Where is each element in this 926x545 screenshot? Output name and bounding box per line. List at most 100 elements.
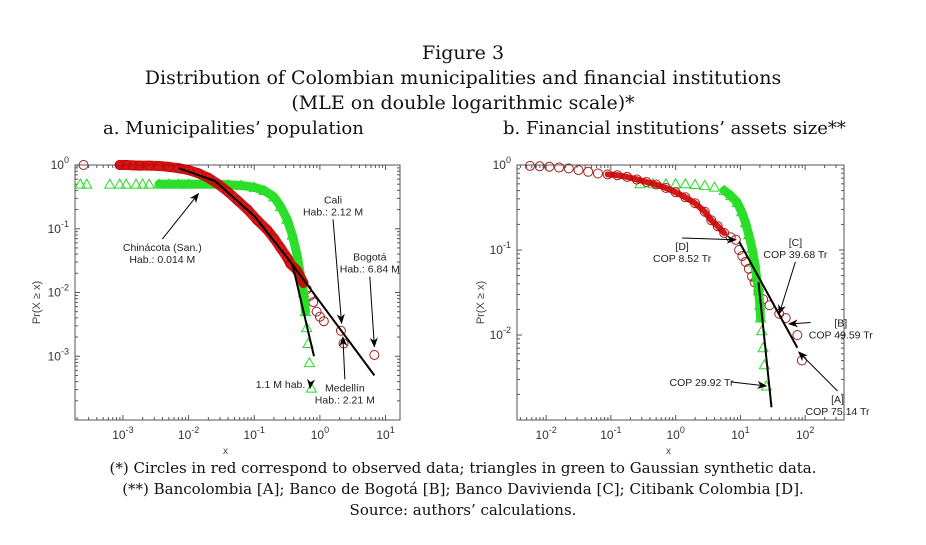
x-tick-label: 10-2 (535, 425, 556, 442)
synthetic-data-point (113, 178, 126, 189)
x-tick-label: 10-2 (178, 425, 199, 442)
annotation-label: COP 49.59 Tr (809, 330, 874, 342)
mle-fit-line (178, 167, 376, 376)
observed-data-point (78, 160, 89, 170)
observed-data-point (554, 162, 565, 173)
x-tick-label: 100 (311, 425, 329, 442)
annotation: [A]COP 75.14 Tr (797, 351, 871, 418)
synthetic-data-point (708, 181, 721, 192)
observed-data-point (725, 232, 736, 243)
annotation-label: Chinácota (San.) (123, 242, 202, 254)
x-tick-label: 10-3 (112, 425, 133, 442)
synthetic-data-point (679, 177, 692, 189)
y-tick-label: 10-1 (490, 240, 511, 257)
annotation: [B]COP 49.59 Tr (787, 318, 874, 342)
synthetic-data-point (698, 179, 711, 190)
x-tick-label: 10-1 (244, 425, 265, 442)
figure-subtitle: (MLE on double logarithmic scale)* (291, 92, 635, 114)
annotation-arrow (332, 219, 345, 325)
annotation-label: Hab.: 6.84 M (340, 264, 400, 276)
synthetic-data-point (669, 177, 682, 189)
observed-data-point (796, 355, 807, 366)
footnote-markers: (*) Circles in red correspond to observe… (109, 459, 817, 477)
y-tick-label: 100 (493, 155, 511, 172)
annotation-label: Cali (324, 194, 342, 206)
annotation-label: Hab.: 2.21 M (315, 394, 375, 406)
annotation: [D]COP 8.52 Tr (653, 235, 737, 265)
observed-data-point (573, 165, 584, 176)
annotation-label: 1.1 M hab. (256, 379, 306, 391)
synthetic-density-band (719, 186, 765, 323)
annotation: Chinácota (San.)Hab.: 0.014 M (123, 192, 202, 266)
y-tick-label: 10-1 (48, 219, 69, 236)
synthetic-data-point (103, 178, 116, 189)
annotation: 1.1 M hab. (256, 378, 316, 391)
synthetic-data-point (755, 324, 768, 336)
annotation-label: Medellín (325, 382, 365, 394)
observed-data-point (792, 330, 803, 340)
synthetic-data-point (120, 178, 133, 189)
annotation-label: COP 39.68 Tr (763, 249, 828, 261)
observed-data-point (712, 221, 723, 232)
annotation-label: [B] (834, 318, 847, 330)
x-tick-label: 102 (796, 425, 814, 442)
annotation-arrow (731, 380, 768, 389)
annotation-label: [D] (675, 241, 689, 253)
annotation-label: COP 75.14 Tr (806, 406, 871, 418)
annotation-label: Bogotá (353, 252, 386, 264)
annotation-arrow (369, 276, 378, 348)
y-tick-label: 10-3 (48, 346, 69, 363)
y-axis-label: Pr(X ≥ x) (475, 281, 487, 324)
figure-number: Figure 3 (421, 42, 505, 64)
annotation-label: COP 29.92 Tr (670, 377, 735, 389)
footnote-banks: (**) Bancolombia [A]; Banco de Bogotá [B… (122, 480, 804, 498)
mle-fit-line (757, 282, 773, 408)
x-tick-label: 101 (376, 425, 394, 442)
synthetic-data-point (689, 178, 701, 190)
y-tick-label: 10-2 (490, 325, 511, 342)
observed-data-point (335, 325, 346, 336)
observed-data-point (318, 316, 329, 327)
annotation-label: [C] (789, 237, 803, 249)
annotation-label: COP 8.52 Tr (653, 253, 712, 265)
annotation-arrow (787, 319, 811, 328)
observed-data-point (583, 166, 594, 177)
annotation-arrow (778, 261, 796, 315)
synthetic-data-point (80, 178, 93, 189)
x-axis-label: x (223, 446, 228, 457)
annotation-arrow (797, 351, 838, 392)
synthetic-data-point (300, 321, 313, 333)
y-tick-label: 100 (51, 155, 69, 172)
observed-data-point (311, 306, 322, 317)
annotation: [C]COP 39.68 Tr (763, 237, 828, 315)
observed-data-point (544, 161, 555, 172)
mle-fit-line (738, 241, 799, 349)
annotation: COP 29.92 Tr (670, 377, 768, 389)
observed-data-point (524, 160, 535, 171)
panel-a-plot: 10-3 10-2 10-1 100 101 100 10-1 10-2 10-3 x Pr(X ≥… (31, 155, 401, 457)
x-tick-label: 100 (666, 425, 684, 442)
synthetic-data-point (143, 178, 156, 189)
source-note: Source: authors’ calculations. (349, 501, 577, 519)
synthetic-data-point (303, 356, 316, 368)
annotation-arrow (682, 235, 737, 244)
panel-a-title: a. Municipalities’ population (103, 118, 364, 139)
figure-title: Distribution of Colombian municipalities… (144, 67, 782, 89)
annotation-arrow (161, 192, 200, 240)
observed-data-point (534, 161, 545, 172)
synthetic-data-point (130, 178, 142, 189)
observed-data-point (592, 168, 603, 179)
panel-b-title: b. Financial institutions’ assets size** (503, 118, 846, 139)
x-axis-label: x (666, 446, 671, 457)
x-tick-label: 101 (731, 425, 749, 442)
panel-b-plot: 10-2 10-1 100 101 102 100 10-1 10-2 x Pr(X ≥ x) [D… (475, 155, 873, 457)
annotation-arrow (339, 336, 348, 380)
synthetic-data-point (136, 178, 149, 189)
observed-data-point (369, 349, 380, 360)
observed-data-point (563, 163, 574, 174)
synthetic-density-band (154, 179, 310, 317)
mle-fit-line (291, 263, 315, 357)
